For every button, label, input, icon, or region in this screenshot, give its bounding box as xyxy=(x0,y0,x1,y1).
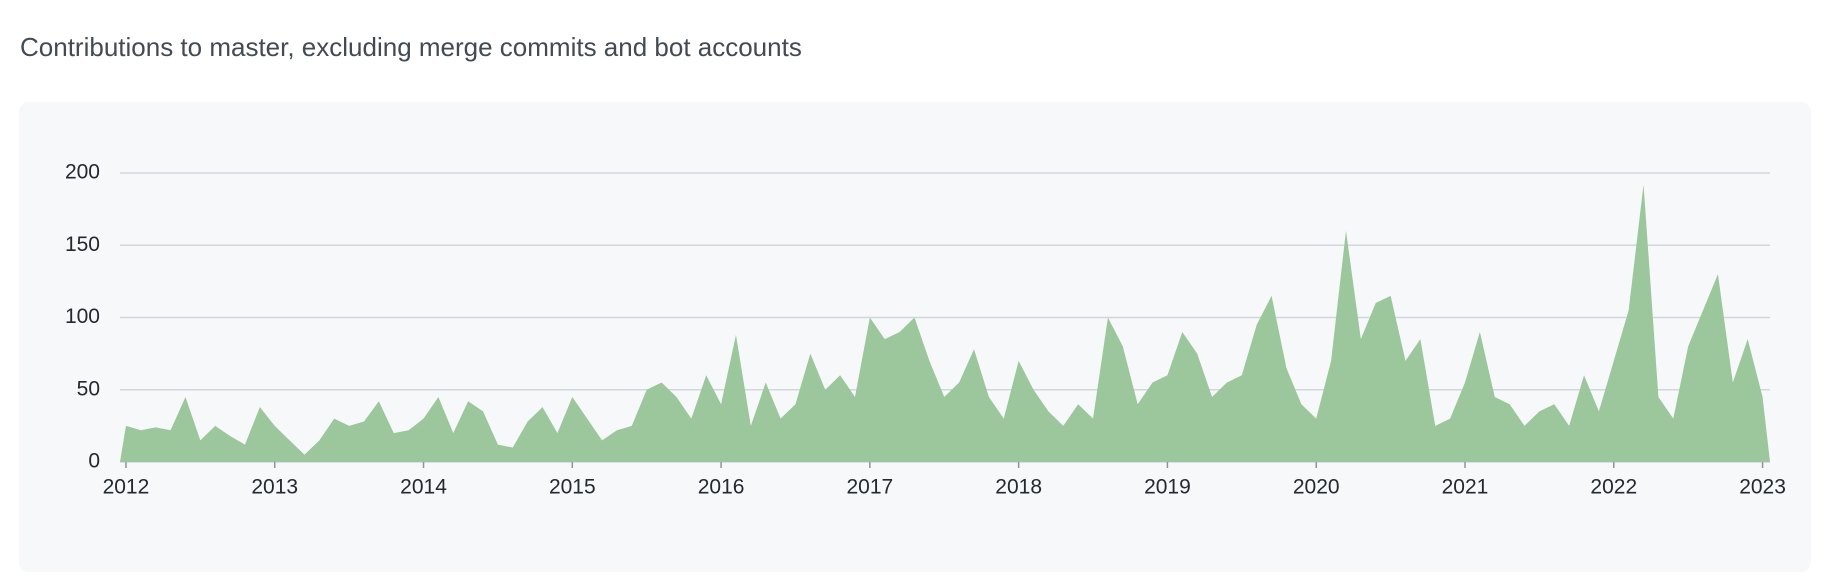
x-tick-label: 2021 xyxy=(1442,476,1489,499)
y-tick-label: 0 xyxy=(88,450,100,473)
contribution-area xyxy=(120,184,1770,462)
x-tick-label: 2014 xyxy=(400,476,447,499)
x-tick-label: 2019 xyxy=(1144,476,1191,499)
y-tick-label: 200 xyxy=(65,161,100,184)
y-tick-label: 100 xyxy=(65,305,100,328)
x-tick-label: 2020 xyxy=(1293,476,1340,499)
x-tick-label: 2015 xyxy=(549,476,596,499)
x-tick-label: 2022 xyxy=(1590,476,1637,499)
x-tick-label: 2012 xyxy=(103,476,150,499)
x-tick-label: 2023 xyxy=(1739,476,1786,499)
y-tick-label: 50 xyxy=(77,377,100,400)
y-tick-label: 150 xyxy=(65,233,100,256)
x-tick-label: 2017 xyxy=(847,476,894,499)
x-tick-label: 2013 xyxy=(251,476,298,499)
chart-title: Contributions to master, excluding merge… xyxy=(20,32,802,62)
x-tick-label: 2016 xyxy=(698,476,745,499)
x-tick-label: 2018 xyxy=(995,476,1042,499)
